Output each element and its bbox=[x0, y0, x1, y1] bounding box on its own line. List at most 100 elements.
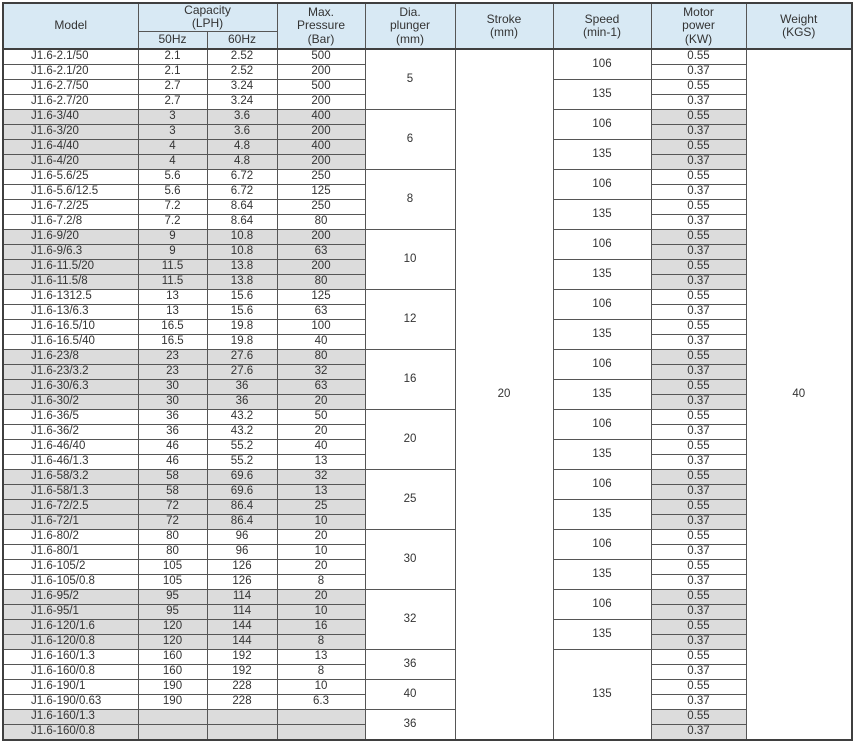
capacity-50hz-cell: 30 bbox=[137, 378, 208, 395]
capacity-50hz-cell: 11.5 bbox=[137, 258, 208, 275]
max-pressure-cell: 200 bbox=[276, 258, 366, 275]
motor-power-cell: 0.55 bbox=[650, 168, 747, 185]
model-cell: J1.6-23/3.2 bbox=[2, 363, 139, 380]
model-cell: J1.6-4/40 bbox=[2, 138, 139, 155]
max-pressure-cell: 20 bbox=[276, 528, 366, 545]
max-pressure-cell: 32 bbox=[276, 468, 366, 485]
capacity-50hz-cell: 160 bbox=[137, 663, 208, 680]
table-row: J1.6-23/8 23 27.6 80 16 106 0.55 bbox=[2, 348, 852, 410]
max-pressure-cell: 500 bbox=[276, 78, 366, 95]
model-cell: J1.6-30/6.3 bbox=[2, 378, 139, 395]
capacity-60hz-cell: 4.8 bbox=[206, 153, 278, 170]
table-row: J1.6-80/2 80 96 20 30 106 0.55 bbox=[2, 528, 852, 590]
plunger-dia-cell: 36 bbox=[364, 648, 456, 680]
capacity-60hz-cell: 19.8 bbox=[206, 318, 278, 335]
capacity-50hz-cell: 95 bbox=[137, 588, 208, 605]
table-row: J1.6-1312.5 13 15.6 125 12 106 0.55 bbox=[2, 288, 852, 350]
capacity-60hz-cell: 228 bbox=[206, 678, 278, 695]
capacity-60hz-cell: 96 bbox=[206, 543, 278, 560]
capacity-50hz-cell: 11.5 bbox=[137, 273, 208, 290]
model-cell: J1.6-3/40 bbox=[2, 108, 139, 125]
table-row: J1.6-80/1 80 96 10 0.37 bbox=[2, 543, 852, 560]
model-cell: J1.6-190/0.63 bbox=[2, 693, 139, 710]
max-pressure-cell: 200 bbox=[276, 228, 366, 245]
capacity-60hz-cell: 6.72 bbox=[206, 168, 278, 185]
model-cell: J1.6-9/20 bbox=[2, 228, 139, 245]
capacity-50hz-cell: 13 bbox=[137, 288, 208, 305]
capacity-50hz-cell: 30 bbox=[137, 393, 208, 410]
max-pressure-cell: 13 bbox=[276, 453, 366, 470]
motor-power-cell: 0.37 bbox=[650, 723, 747, 741]
max-pressure-cell: 400 bbox=[276, 138, 366, 155]
capacity-60hz-cell: 19.8 bbox=[206, 333, 278, 350]
capacity-60hz-cell: 15.6 bbox=[206, 303, 278, 320]
motor-power-cell: 0.37 bbox=[650, 693, 747, 710]
table-row: J1.6-95/1 95 114 10 0.37 bbox=[2, 603, 852, 620]
model-cell: J1.6-16.5/40 bbox=[2, 333, 139, 350]
table-row: J1.6-9/20 9 10.8 200 10 106 0.55 bbox=[2, 228, 852, 290]
model-cell: J1.6-95/2 bbox=[2, 588, 139, 605]
capacity-60hz-cell: 86.4 bbox=[206, 498, 278, 515]
motor-power-cell: 0.55 bbox=[650, 528, 747, 545]
capacity-50hz-cell: 72 bbox=[137, 513, 208, 530]
capacity-50hz-cell: 80 bbox=[137, 543, 208, 560]
capacity-50hz-cell: 9 bbox=[137, 243, 208, 260]
motor-power-cell: 0.37 bbox=[650, 333, 747, 350]
max-pressure-cell: 32 bbox=[276, 363, 366, 380]
table-row: J1.6-11.5/20 11.5 13.8 200 135 0.55 bbox=[2, 258, 852, 290]
capacity-60hz-cell: 86.4 bbox=[206, 513, 278, 530]
capacity-50hz-cell: 7.2 bbox=[137, 198, 208, 215]
max-pressure-cell: 125 bbox=[276, 288, 366, 305]
max-pressure-cell: 8 bbox=[276, 633, 366, 650]
speed-cell: 135 bbox=[552, 138, 652, 170]
capacity-50hz-cell: 58 bbox=[137, 468, 208, 485]
plunger-dia-cell: 20 bbox=[364, 408, 456, 470]
motor-power-cell: 0.55 bbox=[650, 558, 747, 575]
capacity-60hz-cell: 27.6 bbox=[206, 348, 278, 365]
table-row: J1.6-36/5 36 43.2 50 20 106 0.55 bbox=[2, 408, 852, 470]
speed-cell: 135 bbox=[552, 318, 652, 350]
motor-power-cell: 0.55 bbox=[650, 318, 747, 335]
motor-power-cell: 0.37 bbox=[650, 153, 747, 170]
motor-power-cell: 0.55 bbox=[650, 348, 747, 365]
capacity-50hz-cell: 46 bbox=[137, 438, 208, 455]
stroke-column-header: Stroke (mm) bbox=[454, 2, 554, 50]
capacity-50hz-cell: 16.5 bbox=[137, 333, 208, 350]
model-cell: J1.6-3/20 bbox=[2, 123, 139, 140]
capacity-50hz-cell: 190 bbox=[137, 678, 208, 695]
capacity-60hz-cell: 69.6 bbox=[206, 483, 278, 500]
capacity-60hz-cell: 3.24 bbox=[206, 78, 278, 95]
capacity-50hz-cell: 190 bbox=[137, 693, 208, 710]
capacity-50hz-cell: 36 bbox=[137, 423, 208, 440]
capacity-50hz-cell: 23 bbox=[137, 348, 208, 365]
max-pressure-cell: 63 bbox=[276, 378, 366, 395]
max-pressure-cell: 20 bbox=[276, 588, 366, 605]
model-cell: J1.6-13/6.3 bbox=[2, 303, 139, 320]
motor-power-cell: 0.55 bbox=[650, 288, 747, 305]
max-pressure-cell: 250 bbox=[276, 198, 366, 215]
model-cell: J1.6-4/20 bbox=[2, 153, 139, 170]
capacity-60hz-cell: 3.24 bbox=[206, 93, 278, 110]
speed-cell: 106 bbox=[552, 588, 652, 620]
model-cell: J1.6-190/1 bbox=[2, 678, 139, 695]
max-pressure-cell: 10 bbox=[276, 678, 366, 695]
weight-cell: 40 bbox=[745, 48, 853, 741]
table-row: J1.6-95/2 95 114 20 32 106 0.55 bbox=[2, 588, 852, 650]
motor-power-cell: 0.37 bbox=[650, 483, 747, 500]
max-pressure-cell: 80 bbox=[276, 273, 366, 290]
table-row: J1.6-4/40 4 4.8 400 135 0.55 bbox=[2, 138, 852, 170]
capacity-50hz-cell: 36 bbox=[137, 408, 208, 425]
max-pressure-cell: 6.3 bbox=[276, 693, 366, 710]
motor-power-cell: 0.37 bbox=[650, 63, 747, 80]
motor-power-cell: 0.55 bbox=[650, 108, 747, 125]
capacity-50hz-cell: 72 bbox=[137, 498, 208, 515]
capacity-50hz-cell: 2.1 bbox=[137, 63, 208, 80]
table-row: J1.6-58/1.3 58 69.6 13 0.37 bbox=[2, 483, 852, 500]
table-row: J1.6-3/20 3 3.6 200 0.37 bbox=[2, 123, 852, 140]
capacity-60hz-cell: 8.64 bbox=[206, 198, 278, 215]
capacity-60hz-cell: 192 bbox=[206, 648, 278, 665]
motor-power-cell: 0.37 bbox=[650, 93, 747, 110]
model-cell: J1.6-80/2 bbox=[2, 528, 139, 545]
capacity-60hz-cell: 96 bbox=[206, 528, 278, 545]
capacity-50hz-cell: 5.6 bbox=[137, 168, 208, 185]
